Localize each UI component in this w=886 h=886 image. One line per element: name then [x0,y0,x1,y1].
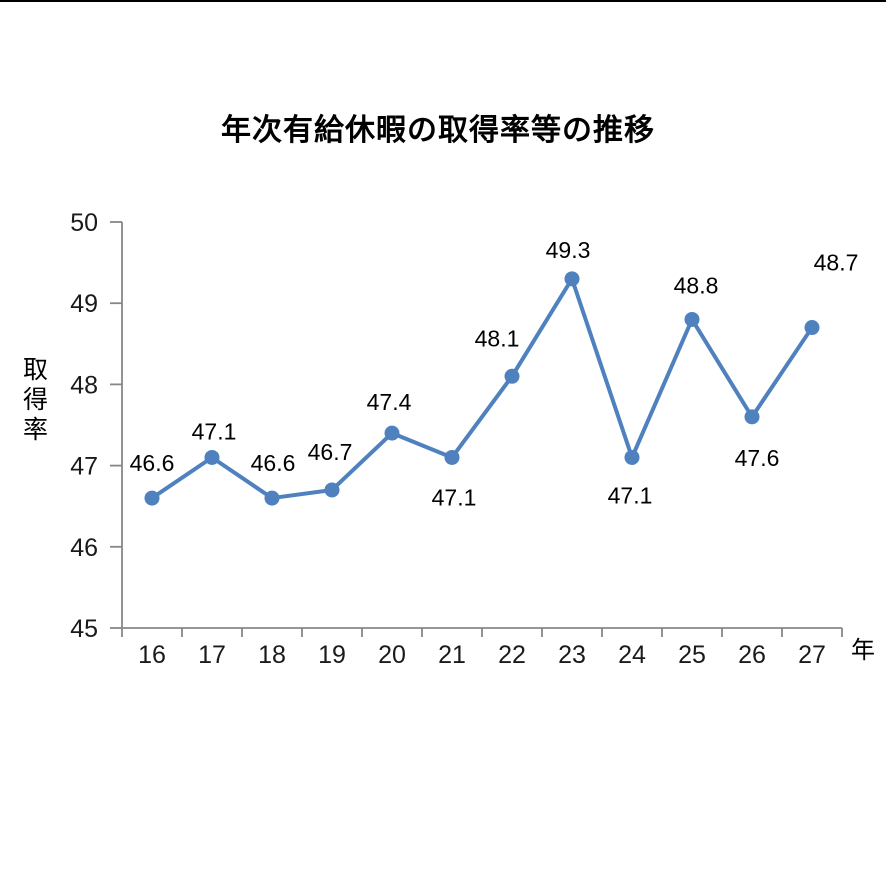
data-point-label: 46.6 [251,450,296,476]
x-tick-label: 24 [618,641,646,669]
y-tick-label: 50 [70,209,98,237]
data-point-label: 48.1 [475,325,520,351]
data-point-label: 48.7 [814,250,859,276]
y-axis-title: 取得率 [19,356,48,446]
data-point-label: 47.1 [192,418,237,444]
data-point-label: 46.6 [130,450,175,476]
data-point-marker [204,449,220,465]
data-point-label: 47.6 [735,445,780,471]
data-point-marker [384,425,400,441]
data-point-marker [744,409,760,425]
y-tick-label: 46 [70,534,98,562]
data-point-label: 48.8 [674,272,719,298]
x-tick-label: 16 [138,641,166,669]
y-tick-label: 49 [70,290,98,318]
data-point-marker [444,449,460,465]
x-tick-label: 26 [738,641,766,669]
chart-title: 年次有給休暇の取得率等の推移 [221,114,655,147]
data-point-label: 47.1 [608,482,653,508]
data-point-marker [564,271,580,287]
y-tick-label: 48 [70,371,98,399]
x-tick-label: 17 [198,641,226,669]
y-tick-label: 45 [70,615,98,643]
x-tick-label: 20 [378,641,406,669]
data-point-label: 47.4 [367,389,412,415]
series-line [150,276,814,501]
data-point-label: 47.1 [432,484,477,510]
top-border-line [0,0,886,2]
data-point-marker [624,449,640,465]
x-axis-title: 年 [851,637,875,664]
data-point-label: 46.7 [308,439,353,465]
data-point-marker [264,490,280,506]
data-point-label: 49.3 [546,237,591,263]
data-point-marker [804,320,820,336]
x-tick-label: 18 [258,641,286,669]
x-tick-label: 21 [438,641,466,669]
x-tick-label: 23 [558,641,586,669]
data-point-marker [324,482,340,498]
x-tick-label: 27 [798,641,826,669]
data-point-marker [504,368,520,384]
data-point-marker [144,490,160,506]
x-tick-label: 22 [498,641,526,669]
x-tick-label: 19 [318,641,346,669]
data-point-marker [684,311,700,327]
x-tick-label: 25 [678,641,706,669]
y-tick-label: 47 [70,453,98,481]
